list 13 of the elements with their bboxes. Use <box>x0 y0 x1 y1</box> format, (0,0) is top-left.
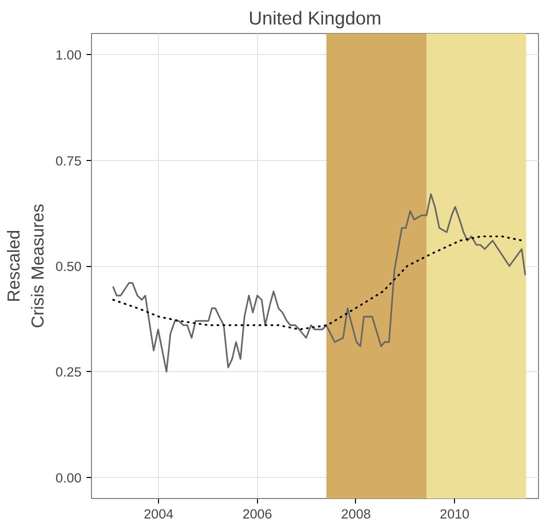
y-axis-title: Rescaled Crisis Measures <box>4 204 48 328</box>
chart-title: United Kingdom <box>248 8 382 28</box>
line-series <box>112 236 524 330</box>
x-tick-label: 2006 <box>242 506 272 521</box>
x-tick-label: 2008 <box>341 506 371 521</box>
y-tick-label: 0.25 <box>56 364 82 380</box>
line-series <box>112 193 526 372</box>
y-tick-label: 0.00 <box>56 470 82 486</box>
x-tick-label: 2010 <box>440 506 470 521</box>
y-tick-label: 0.50 <box>56 259 82 274</box>
x-tick-label: 2004 <box>144 506 174 521</box>
y-tick-label: 1.00 <box>56 48 82 63</box>
y-tick-label: 0.75 <box>56 153 82 168</box>
